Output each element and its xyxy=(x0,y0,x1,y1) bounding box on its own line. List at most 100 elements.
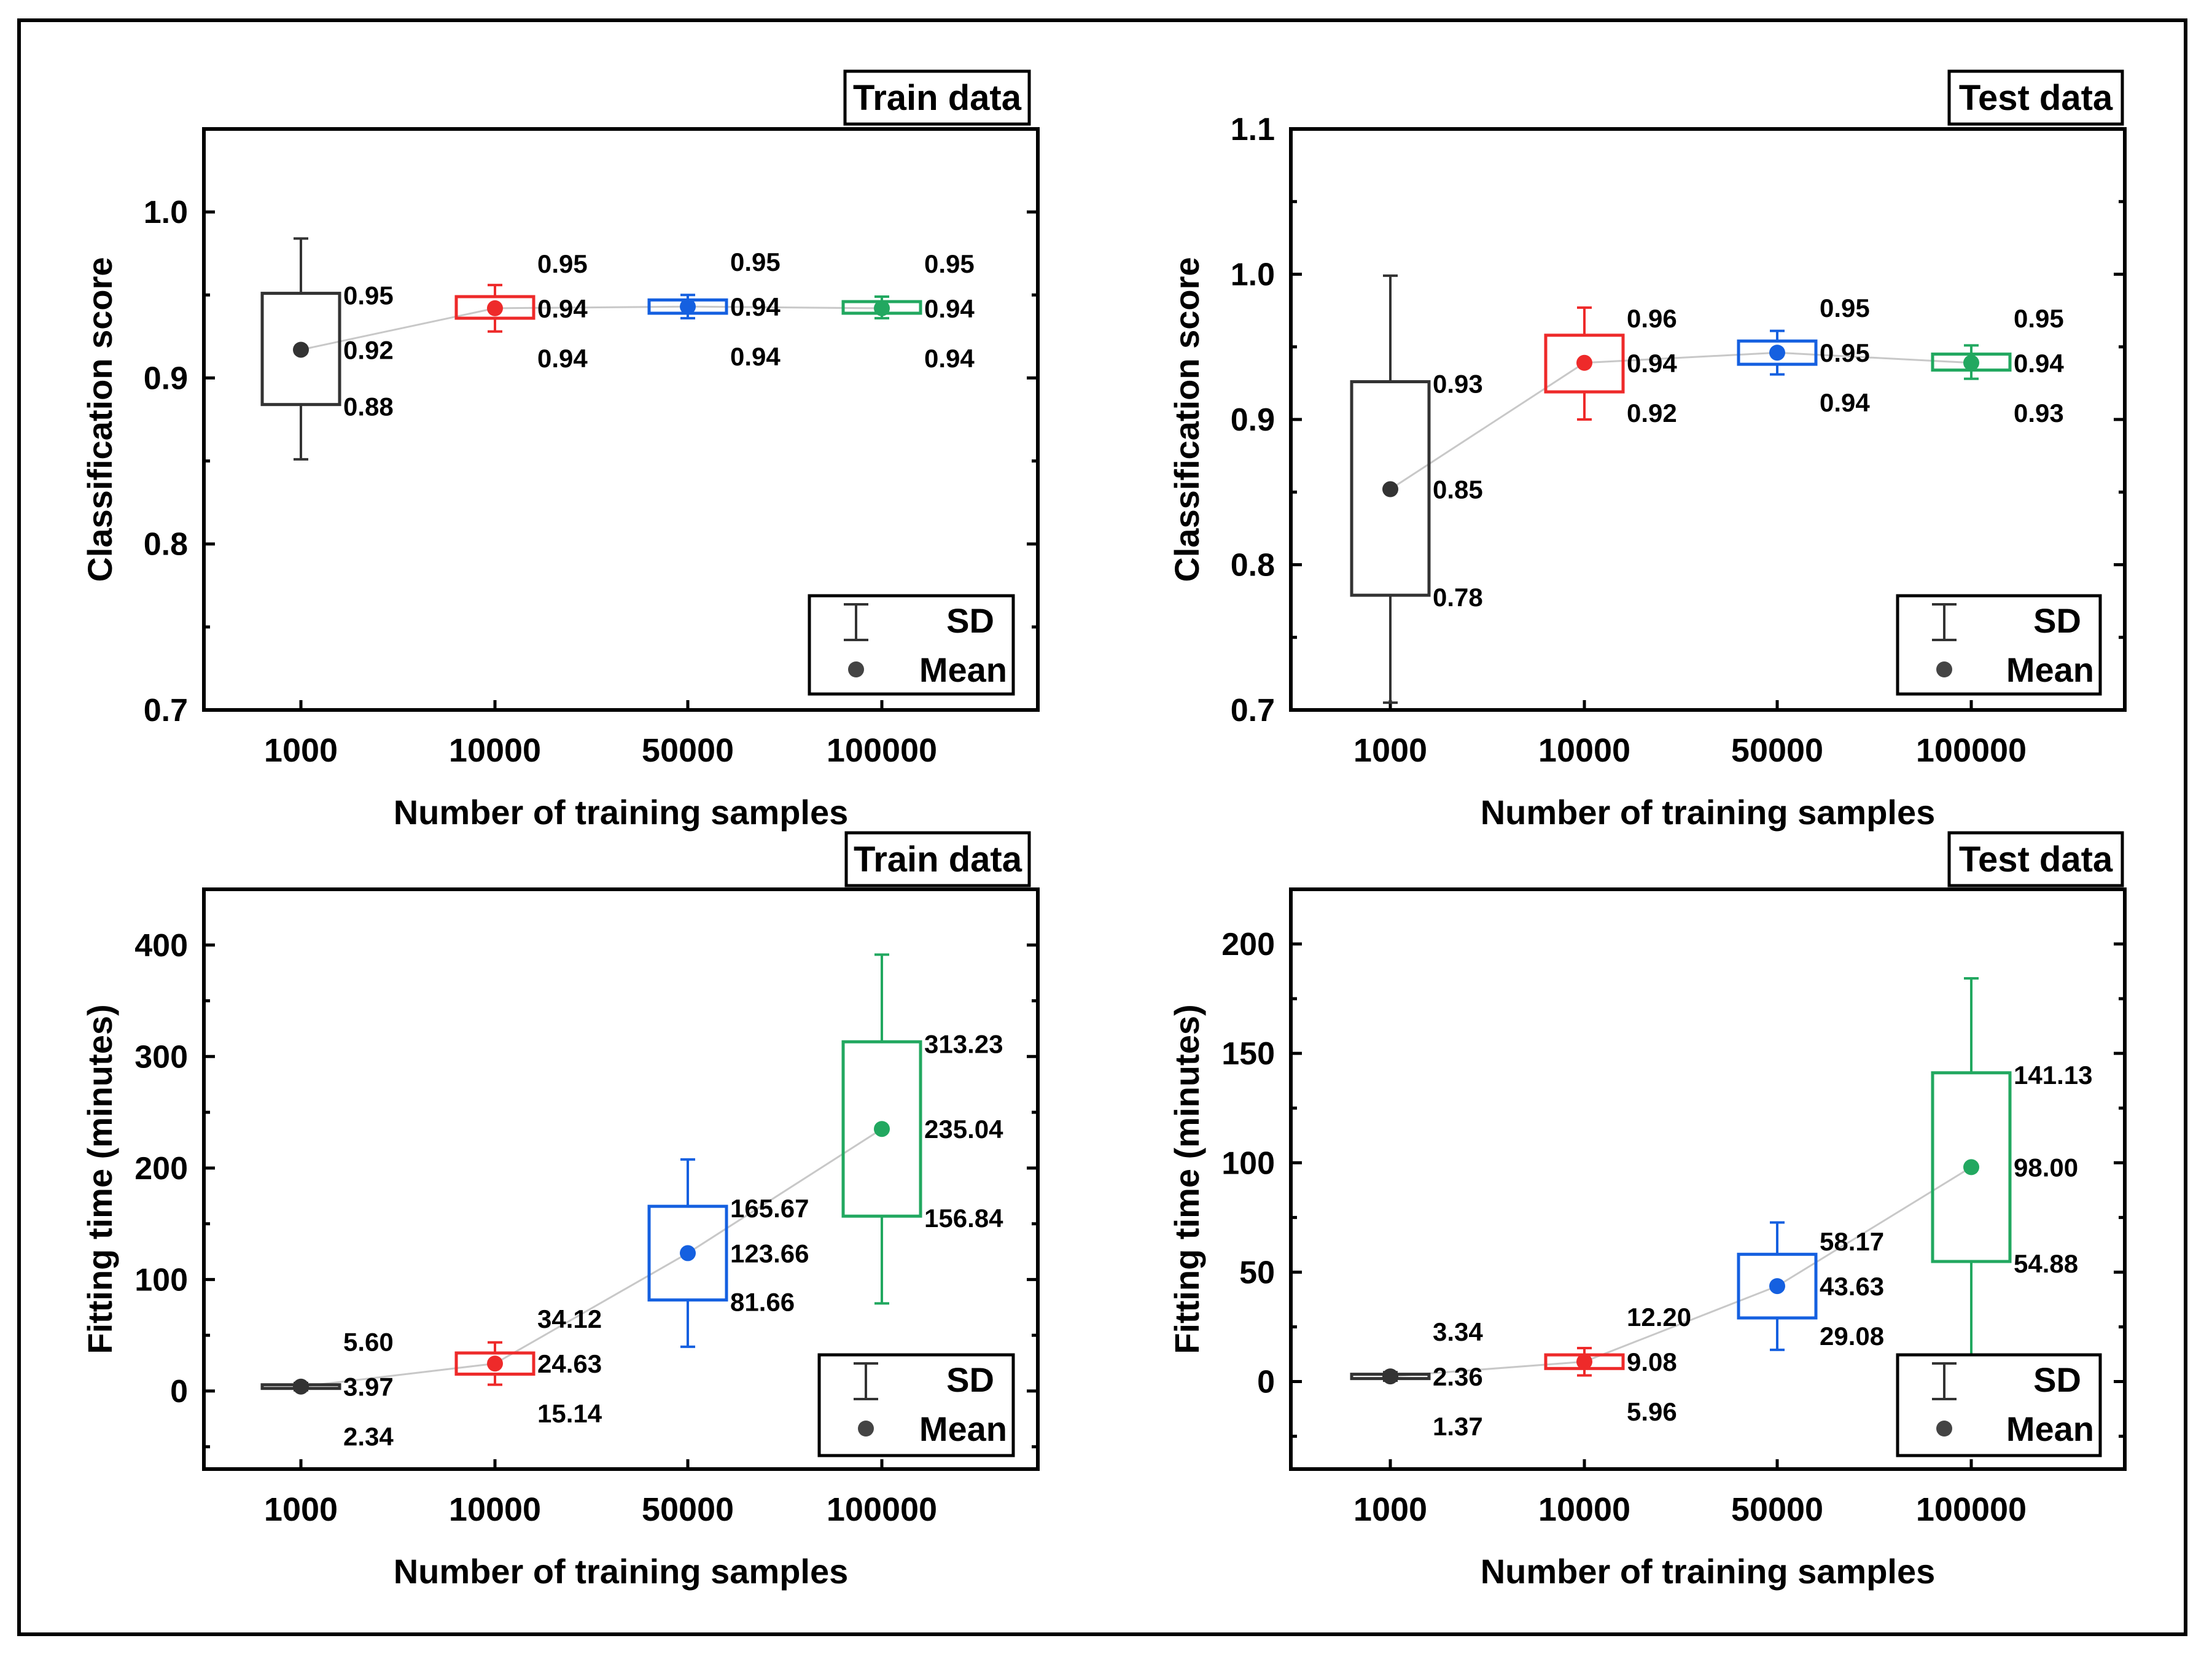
box-100000: 0.95 0.94 0.93 xyxy=(1931,304,2064,427)
x-tick-label: 100000 xyxy=(1916,1491,2027,1528)
legend-box xyxy=(1896,594,2102,696)
box-100000: 313.23 235.04 156.84 xyxy=(841,953,1003,1305)
box-10000: 34.12 24.63 15.14 xyxy=(454,1304,602,1428)
y-tick-label: 0.8 xyxy=(144,527,188,563)
legend: SD Mean xyxy=(1896,594,2102,696)
legend: SD Mean xyxy=(817,1353,1015,1457)
box-rect xyxy=(260,292,341,407)
mean-dot xyxy=(1576,1354,1592,1370)
box-100000: 0.95 0.94 0.94 xyxy=(841,249,975,373)
legend-sd-label: SD xyxy=(2033,1360,2081,1399)
label-box-low: 5.96 xyxy=(1627,1397,1677,1426)
panel-title: Test data xyxy=(1959,78,2113,118)
x-axis-title: Number of training samples xyxy=(394,793,849,832)
mean-dot xyxy=(680,1245,696,1261)
label-box-low: 0.94 xyxy=(924,344,975,373)
legend: SD Mean xyxy=(808,594,1015,696)
box-10000: 0.96 0.94 0.92 xyxy=(1544,304,1677,427)
plot-area-frame xyxy=(202,887,1040,1471)
y-tick-label: 1.0 xyxy=(144,195,188,230)
box-50000: 0.95 0.94 0.94 xyxy=(647,248,781,371)
y-tick-label: 100 xyxy=(1221,1145,1275,1181)
box-1000: 0.95 0.92 0.88 xyxy=(260,237,394,461)
mean-dot xyxy=(874,1121,890,1137)
legend: SD Mean xyxy=(1896,1353,2102,1457)
y-tick-label: 50 xyxy=(1239,1255,1275,1290)
mean-trend-line xyxy=(1390,351,1972,490)
x-tick-label: 10000 xyxy=(449,1491,541,1528)
legend-mean-symbol xyxy=(1936,661,1952,677)
legend-sd-label: SD xyxy=(946,601,994,640)
label-mean: 0.92 xyxy=(343,335,394,364)
box-1000: 0.93 0.85 0.78 xyxy=(1350,274,1483,704)
chart-panel-4: 0 50 100 150 200 1000 10000 50000 100000 Number o… xyxy=(1167,831,2127,1591)
legend-box xyxy=(808,594,1015,696)
label-box-high: 5.60 xyxy=(343,1328,394,1357)
label-box-high: 141.13 xyxy=(2014,1061,2092,1090)
figure-frame xyxy=(17,18,2187,1636)
label-box-high: 3.34 xyxy=(1433,1317,1483,1346)
panel-title-box xyxy=(843,69,1031,126)
legend-mean-symbol xyxy=(848,661,864,677)
label-box-low: 0.94 xyxy=(537,344,588,373)
y-tick-label: 100 xyxy=(134,1262,188,1298)
panel-title-box xyxy=(1947,831,2124,887)
box-50000: 165.67 123.66 81.66 xyxy=(647,1158,809,1348)
box-rect xyxy=(1737,1252,1818,1320)
label-box-high: 0.95 xyxy=(2014,304,2064,333)
x-tick-label: 50000 xyxy=(642,1491,734,1528)
label-mean: 43.63 xyxy=(1820,1272,1884,1301)
legend-mean-symbol xyxy=(858,1421,874,1437)
box-rect xyxy=(1544,333,1625,394)
label-box-high: 58.17 xyxy=(1820,1227,1884,1256)
label-box-low: 0.94 xyxy=(730,342,781,371)
box-50000: 0.95 0.95 0.94 xyxy=(1737,294,1870,417)
legend-mean-label: Mean xyxy=(2006,650,2094,689)
label-box-high: 313.23 xyxy=(924,1029,1003,1058)
mean-dot xyxy=(1382,481,1398,497)
y-axis-title: Classification score xyxy=(80,257,119,582)
mean-dot xyxy=(293,341,309,358)
box-rect xyxy=(1931,1071,2012,1263)
y-axis-title: Fitting time (minutes) xyxy=(80,1004,119,1354)
label-mean: 0.94 xyxy=(2014,349,2064,378)
label-box-low: 0.94 xyxy=(1820,388,1870,417)
mean-dot xyxy=(1769,345,1785,361)
x-axis-title: Number of training samples xyxy=(1481,793,1936,832)
mean-dot xyxy=(1963,1159,1979,1175)
y-axis-title: Fitting time (minutes) xyxy=(1167,1004,1206,1354)
legend-sd-label: SD xyxy=(946,1360,994,1399)
label-box-high: 34.12 xyxy=(537,1304,602,1333)
y-tick-label: 1.1 xyxy=(1231,112,1275,147)
label-box-high: 0.95 xyxy=(1820,294,1870,322)
box-rect xyxy=(454,1351,535,1376)
plot-area-frame xyxy=(1289,887,2127,1471)
mean-dot xyxy=(680,298,696,315)
legend-mean-label: Mean xyxy=(919,650,1007,689)
x-tick-label: 10000 xyxy=(1538,1491,1630,1528)
plot-area-frame xyxy=(202,127,1040,712)
label-mean: 3.97 xyxy=(343,1373,394,1402)
box-10000: 12.20 9.08 5.96 xyxy=(1544,1303,1691,1426)
box-rect xyxy=(647,1204,728,1302)
box-100000: 141.13 98.00 54.88 xyxy=(1931,977,2092,1357)
label-box-low: 29.08 xyxy=(1820,1322,1884,1351)
x-tick-label: 50000 xyxy=(1731,732,1823,769)
y-tick-label: 200 xyxy=(1221,927,1275,962)
legend-mean-label: Mean xyxy=(919,1409,1007,1448)
x-tick-label: 10000 xyxy=(1538,732,1630,769)
mean-dot xyxy=(293,1378,309,1395)
panel-title: Train data xyxy=(853,78,1022,118)
label-box-low: 54.88 xyxy=(2014,1249,2078,1278)
label-mean: 0.95 xyxy=(1820,338,1870,367)
label-box-low: 156.84 xyxy=(924,1204,1003,1233)
box-rect xyxy=(1737,339,1818,366)
chart-panel-2: 0.7 0.8 0.9 1.0 1.1 1000 10000 50000 100000 Numbe… xyxy=(1167,69,2127,832)
chart-panel-3: 0 100 200 300 400 1000 10000 50000 100000 Number … xyxy=(80,831,1040,1591)
x-axis-title: Number of training samples xyxy=(1481,1552,1936,1591)
y-tick-label: 150 xyxy=(1221,1036,1275,1072)
box-1000: 5.60 3.97 2.34 xyxy=(260,1328,394,1451)
label-mean: 235.04 xyxy=(924,1115,1003,1144)
box-50000: 58.17 43.63 29.08 xyxy=(1737,1221,1884,1351)
